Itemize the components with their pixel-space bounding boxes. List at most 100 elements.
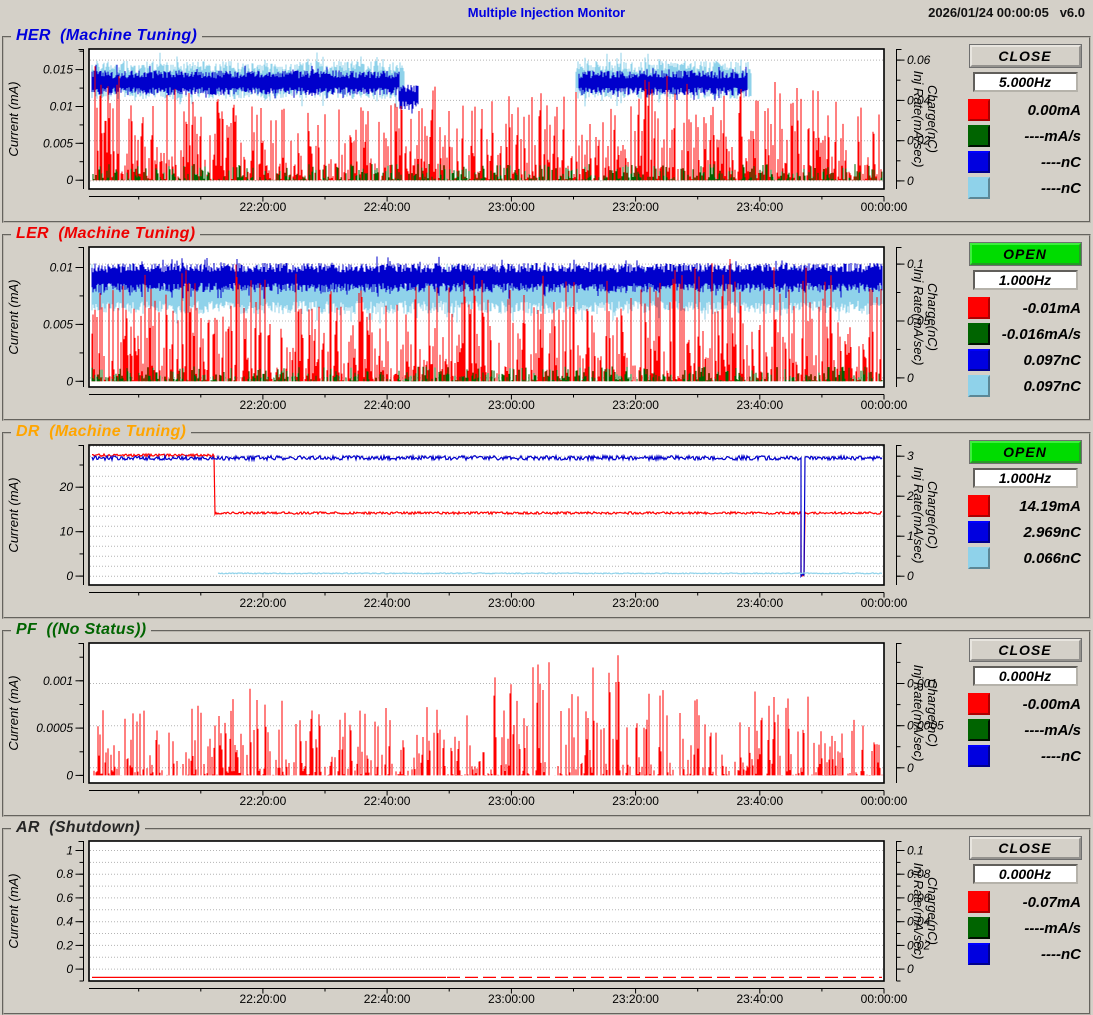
shutter-button-pf[interactable]: CLOSE	[969, 639, 1081, 661]
control-panel: CLOSE 0.000Hz -0.00mA ----mA/s ----nC	[964, 632, 1086, 807]
svg-text:0.04: 0.04	[907, 915, 931, 929]
svg-text:00:00:00: 00:00:00	[861, 794, 908, 807]
svg-text:0: 0	[66, 173, 73, 187]
injection-chart: 0 0.005 0.01 0.015 Current (mA) 0 0.02 0.04 0.06…	[6, 48, 940, 213]
svg-text:0.1: 0.1	[907, 257, 924, 271]
svg-text:0.005: 0.005	[43, 317, 73, 331]
svg-text:22:20:00: 22:20:00	[240, 200, 287, 213]
svg-text:00:00:00: 00:00:00	[861, 596, 908, 609]
rate-display: 1.000Hz	[972, 468, 1078, 488]
svg-text:0.01: 0.01	[50, 261, 73, 275]
svg-text:0: 0	[907, 761, 914, 775]
svg-text:23:00:00: 23:00:00	[488, 596, 535, 609]
legend-row: ----nC	[964, 941, 1086, 967]
legend-color-swatch	[968, 349, 990, 371]
svg-text:0.005: 0.005	[43, 136, 73, 150]
legend-row: -0.00mA	[964, 691, 1086, 717]
svg-text:Charge(nC): Charge(nC)	[925, 679, 940, 747]
svg-text:0.001: 0.001	[907, 677, 937, 691]
shutter-button-dr[interactable]: OPEN	[969, 441, 1081, 463]
legend-value: ----nC	[1041, 153, 1081, 171]
legend-color-swatch	[968, 125, 990, 147]
svg-text:1: 1	[66, 844, 73, 858]
control-panel: CLOSE 5.000Hz 0.00mA ----mA/s ----nC ----nC	[964, 38, 1086, 213]
svg-text:0.4: 0.4	[56, 915, 73, 929]
rate-display: 0.000Hz	[972, 666, 1078, 686]
legend-color-swatch	[968, 693, 990, 715]
legend-row: 14.19mA	[964, 493, 1086, 519]
svg-text:22:40:00: 22:40:00	[364, 200, 411, 213]
svg-text:22:40:00: 22:40:00	[364, 992, 411, 1005]
svg-text:0.08: 0.08	[907, 867, 931, 881]
svg-text:0: 0	[66, 768, 73, 782]
svg-text:20: 20	[59, 480, 74, 494]
legend-color-swatch	[968, 323, 990, 345]
svg-text:0: 0	[907, 174, 914, 188]
svg-text:0.1: 0.1	[907, 844, 924, 858]
legend-row: 0.097nC	[964, 373, 1086, 399]
svg-text:0.05: 0.05	[907, 314, 931, 328]
clock-and-version: 2026/01/24 00:00:05 v6.0	[928, 5, 1085, 20]
legend-value: 0.097nC	[1023, 351, 1081, 369]
svg-text:0.06: 0.06	[907, 53, 931, 67]
rate-display: 1.000Hz	[972, 270, 1078, 290]
legend-color-swatch	[968, 745, 990, 767]
legend-row: ----mA/s	[964, 123, 1086, 149]
svg-text:0: 0	[907, 371, 914, 385]
legend-value: ----mA/s	[1024, 919, 1081, 937]
control-panel: OPEN 1.000Hz 14.19mA 2.969nC 0.066nC	[964, 434, 1086, 609]
svg-text:0: 0	[66, 374, 73, 388]
panel-dr: DR (Machine Tuning) 0 10 20 Current (mA) 0 1 2…	[2, 423, 1091, 619]
svg-text:3: 3	[907, 449, 914, 463]
svg-text:Charge(nC): Charge(nC)	[925, 85, 940, 153]
svg-text:0: 0	[907, 569, 914, 583]
svg-text:0.6: 0.6	[56, 891, 73, 905]
rate-display: 0.000Hz	[972, 864, 1078, 884]
legend-value: ----nC	[1041, 747, 1081, 765]
legend: -0.07mA ----mA/s ----nC	[964, 889, 1086, 967]
svg-text:0.2: 0.2	[56, 938, 73, 952]
legend-color-swatch	[968, 917, 990, 939]
app-header: Multiple Injection Monitor 2026/01/24 00…	[0, 0, 1093, 25]
panel-ler: LER (Machine Tuning) 0 0.005 0.01 Current (…	[2, 225, 1091, 421]
svg-text:Current (mA): Current (mA)	[6, 477, 21, 552]
legend-row: -0.01mA	[964, 295, 1086, 321]
legend-row: ----nC	[964, 743, 1086, 769]
svg-text:22:20:00: 22:20:00	[240, 794, 287, 807]
legend-color-swatch	[968, 547, 990, 569]
control-panel: CLOSE 0.000Hz -0.07mA ----mA/s ----nC	[964, 830, 1086, 1005]
legend-value: -0.01mA	[1022, 299, 1081, 317]
legend-row: -0.07mA	[964, 889, 1086, 915]
legend-color-swatch	[968, 375, 990, 397]
svg-text:22:20:00: 22:20:00	[240, 596, 287, 609]
panel-title: LER (Machine Tuning)	[11, 225, 201, 243]
legend-value: ----mA/s	[1024, 127, 1081, 145]
panel-her: HER (Machine Tuning) 0 0.005 0.01 0.015 Curr…	[2, 27, 1091, 223]
legend-value: -0.016mA/s	[1001, 325, 1081, 343]
panel-pf: PF ((No Status)) 0 0.0005 0.001 Current (mA…	[2, 621, 1091, 817]
panel-title: AR (Shutdown)	[11, 819, 146, 837]
svg-text:Current (mA): Current (mA)	[6, 279, 21, 354]
svg-text:0.8: 0.8	[56, 867, 73, 881]
svg-text:00:00:00: 00:00:00	[861, 398, 908, 411]
svg-text:Current (mA): Current (mA)	[6, 675, 21, 750]
shutter-button-ler[interactable]: OPEN	[969, 243, 1081, 265]
shutter-button-ar[interactable]: CLOSE	[969, 837, 1081, 859]
datetime: 2026/01/24 00:00:05	[928, 5, 1049, 20]
svg-text:0.01: 0.01	[50, 100, 73, 114]
svg-text:Charge(nC): Charge(nC)	[925, 877, 940, 945]
injection-chart: 0 10 20 Current (mA) 0 1 2 3 Charge(nC)Inj Rate(…	[6, 444, 940, 609]
svg-text:23:00:00: 23:00:00	[488, 398, 535, 411]
svg-text:00:00:00: 00:00:00	[861, 992, 908, 1005]
legend-value: 2.969nC	[1023, 523, 1081, 541]
svg-text:0.04: 0.04	[907, 93, 931, 107]
shutter-button-her[interactable]: CLOSE	[969, 45, 1081, 67]
legend: 0.00mA ----mA/s ----nC ----nC	[964, 97, 1086, 201]
svg-text:0.001: 0.001	[43, 674, 73, 688]
svg-text:Charge(nC): Charge(nC)	[925, 481, 940, 549]
svg-text:Inj Rate(mA/sec): Inj Rate(mA/sec)	[911, 269, 926, 366]
svg-text:0: 0	[66, 962, 73, 976]
legend-color-swatch	[968, 297, 990, 319]
svg-text:23:20:00: 23:20:00	[612, 992, 659, 1005]
legend-value: -0.07mA	[1022, 893, 1081, 911]
